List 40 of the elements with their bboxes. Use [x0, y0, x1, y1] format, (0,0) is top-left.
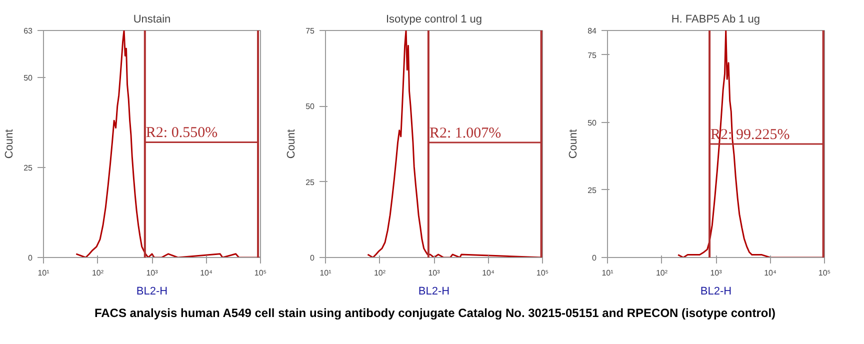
- y-tick-label: 25: [306, 178, 316, 187]
- y-tick-label: 75: [588, 50, 598, 60]
- y-axis-title: Count: [286, 129, 298, 159]
- y-axis-title: Count: [568, 129, 580, 159]
- x-axis-title: BL2-H: [136, 286, 168, 298]
- y-tick-label: 75: [306, 26, 316, 36]
- x-tick-label: 10²: [92, 268, 104, 278]
- x-tick-label: 10³: [428, 268, 440, 278]
- y-tick-label: 0: [310, 254, 316, 262]
- x-tick-label: 10²: [656, 268, 668, 278]
- y-tick-label: 50: [588, 118, 598, 128]
- y-tick-label: 25: [24, 163, 34, 172]
- chart-title: Isotype control 1 ug: [386, 14, 482, 26]
- x-tick-label: 10⁵: [536, 268, 549, 278]
- y-axis-title: Count: [4, 129, 16, 159]
- text: FACS analysis human A549 cell stain using antibody conjugate Catalog No. 30215-05151 and RPECON (isotype control): [94, 305, 776, 322]
- y-tick-label: 50: [306, 102, 316, 112]
- x-axis-title: BL2-H: [418, 286, 450, 298]
- annotation: R2: 1.007%: [429, 125, 502, 142]
- x-tick-label: 10¹: [602, 268, 614, 278]
- x-tick-label: 10⁴: [482, 268, 495, 278]
- x-tick-label: 10⁴: [200, 268, 213, 278]
- x-tick-label: 10⁵: [254, 268, 267, 278]
- y-tick-label: 84: [588, 26, 598, 36]
- x-tick-label: 10¹: [320, 268, 332, 278]
- y-tick-label: 0: [28, 254, 34, 262]
- x-tick-label: 10³: [146, 268, 158, 278]
- x-tick-label: 10¹: [38, 268, 50, 278]
- x-axis-title: BL2-H: [700, 286, 732, 298]
- chart-title: Unstain: [133, 14, 171, 26]
- annotation: R2: 0.550%: [146, 125, 218, 142]
- x-tick-label: 10⁵: [818, 268, 831, 278]
- y-tick-label: 0: [592, 254, 598, 262]
- y-tick-label: 25: [588, 186, 598, 195]
- y-tick-label: 50: [24, 73, 34, 82]
- x-tick-label: 10²: [374, 268, 386, 278]
- chart-title: H. FABP5 Ab 1 ug: [671, 14, 760, 26]
- x-tick-label: 10³: [710, 268, 722, 278]
- x-tick-label: 10⁴: [764, 268, 777, 278]
- y-tick-label: 63: [24, 26, 34, 36]
